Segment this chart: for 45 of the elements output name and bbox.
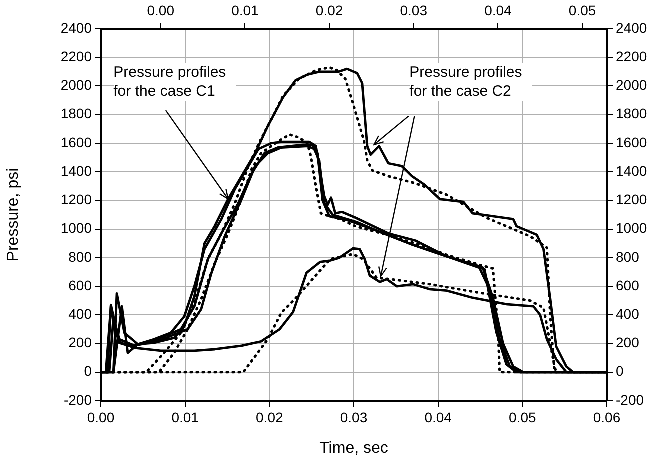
y2-tick-label: 2000 bbox=[616, 77, 648, 94]
x2-tick-label: 0.04 bbox=[484, 2, 512, 18]
y-tick-label: 1800 bbox=[60, 106, 92, 122]
y2-tick-label: 1600 bbox=[616, 134, 648, 150]
y-tick-label: 1600 bbox=[60, 134, 92, 150]
x-tick-label: 0.02 bbox=[256, 409, 284, 426]
x2-tick-label: 0.03 bbox=[400, 2, 428, 18]
x-tick-label: 0.06 bbox=[593, 409, 621, 426]
y2-tick-label: 2400 bbox=[616, 20, 648, 36]
y-axis-title: Pressure, psi bbox=[5, 168, 22, 262]
y2-tick-label: 0 bbox=[616, 363, 624, 380]
x-tick-label: 0.00 bbox=[87, 409, 115, 426]
y2-tick-label: 1200 bbox=[616, 192, 648, 208]
y-tick-label: 400 bbox=[68, 306, 92, 322]
y-tick-label: 2200 bbox=[60, 48, 92, 64]
y2-tick-label: 1000 bbox=[616, 220, 648, 236]
y-tick-label: 200 bbox=[68, 334, 92, 351]
y-tick-label: -200 bbox=[64, 392, 92, 408]
x2-tick-label: 0.01 bbox=[232, 2, 260, 18]
x2-tick-label: 0.00 bbox=[147, 2, 175, 18]
y2-tick-label: 600 bbox=[616, 277, 640, 294]
y2-tick-label: 2200 bbox=[616, 48, 648, 64]
x-tick-label: 0.01 bbox=[172, 409, 200, 426]
x2-tick-label: 0.02 bbox=[316, 2, 344, 18]
x2-tick-label: 0.05 bbox=[568, 2, 596, 18]
y-tick-label: 0 bbox=[84, 363, 92, 380]
y-tick-label: 2400 bbox=[60, 20, 92, 36]
y2-tick-label: 200 bbox=[616, 334, 640, 351]
y2-tick-label: 1400 bbox=[616, 162, 648, 179]
x-tick-label: 0.03 bbox=[340, 409, 368, 426]
y-tick-label: 600 bbox=[68, 277, 92, 294]
y-tick-label: 800 bbox=[68, 248, 92, 265]
y2-tick-label: -200 bbox=[616, 392, 644, 408]
y2-tick-label: 400 bbox=[616, 306, 640, 322]
y-tick-label: 1000 bbox=[60, 220, 92, 236]
y-tick-label: 2000 bbox=[60, 77, 92, 94]
annotation: Pressure profiles for the case C2 bbox=[410, 63, 532, 102]
y-tick-label: 1400 bbox=[60, 162, 92, 179]
y-tick-label: 1200 bbox=[60, 192, 92, 208]
x-axis-title: Time, sec bbox=[320, 440, 388, 457]
annotation: Pressure profiles for the case C1 bbox=[114, 63, 236, 102]
y2-tick-label: 1800 bbox=[616, 106, 648, 122]
x-tick-label: 0.04 bbox=[424, 409, 452, 426]
y2-tick-label: 800 bbox=[616, 248, 640, 265]
x-tick-label: 0.05 bbox=[509, 409, 537, 426]
